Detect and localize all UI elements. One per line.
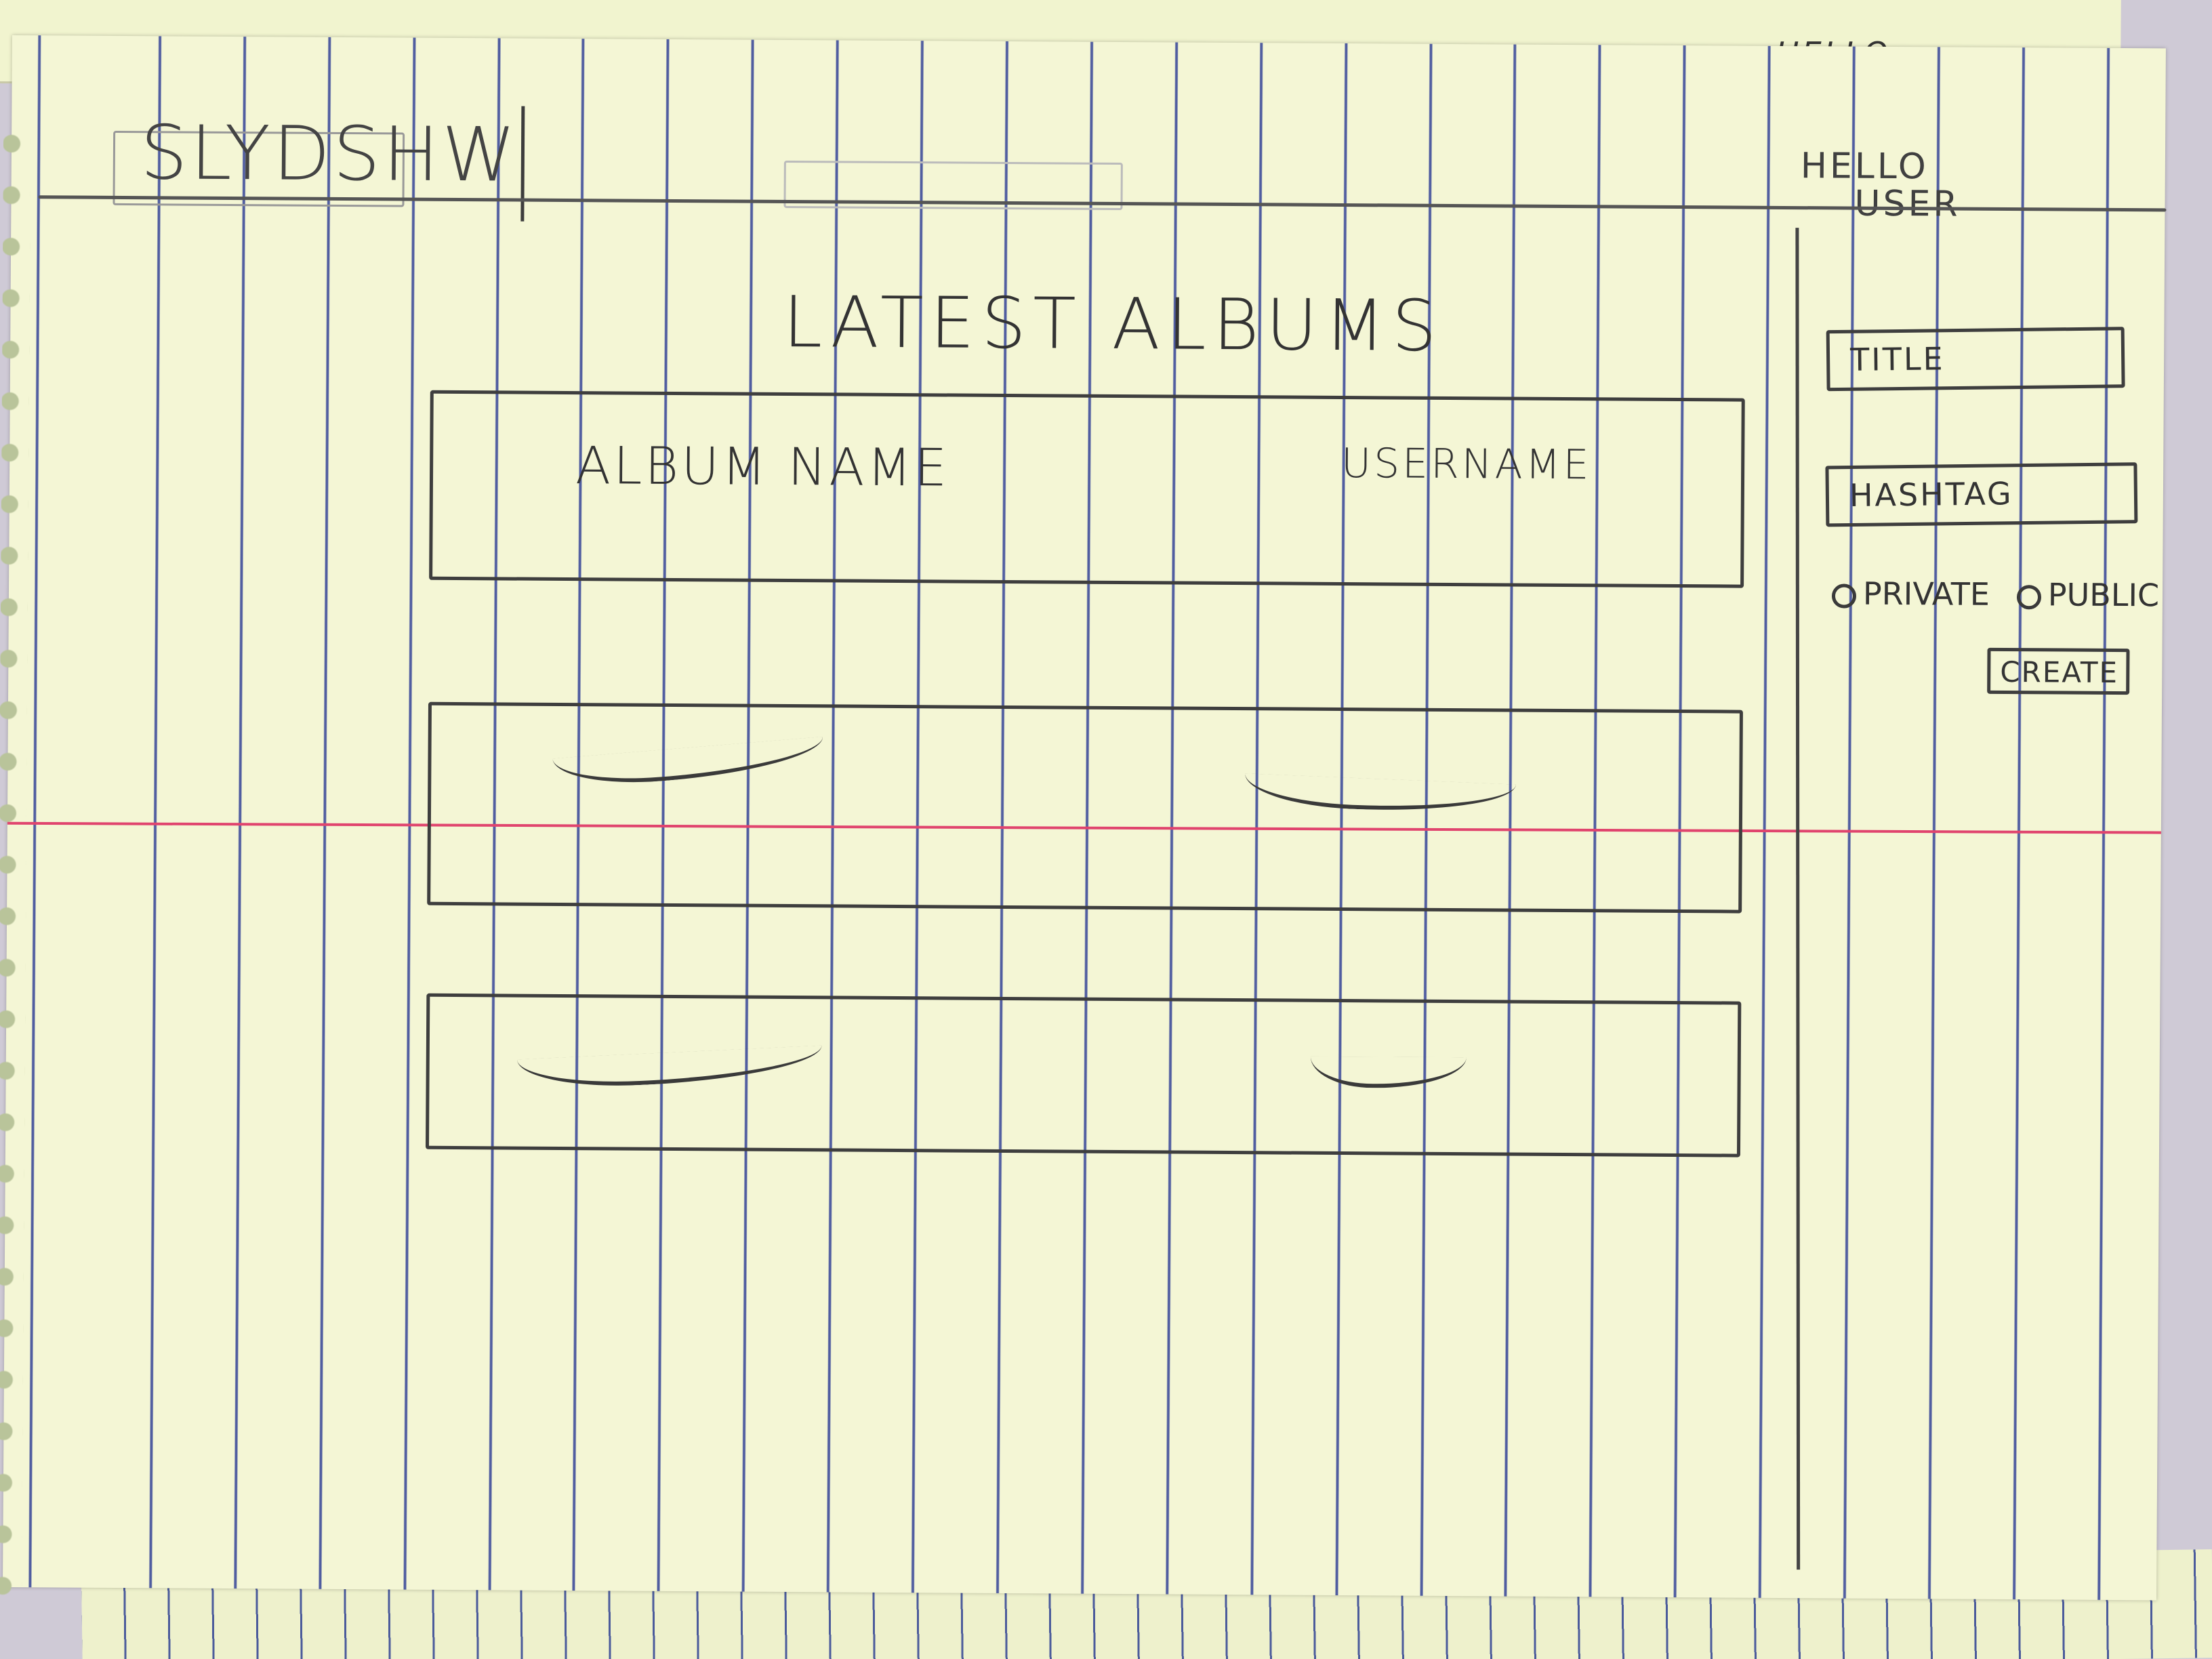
album-list-header: ALBUM NAME USERNAME [429, 390, 1745, 588]
public-radio[interactable]: PUBLIC [2016, 576, 2160, 614]
album-name-scribble [516, 1045, 823, 1091]
radio-circle-icon [1831, 583, 1857, 609]
hashtag-field-placeholder: HASHTAG [1849, 475, 2013, 514]
username-scribble [1244, 773, 1516, 816]
private-label: PRIVATE [1862, 575, 1990, 613]
hashtag-field[interactable]: HASHTAG [1825, 462, 2138, 527]
user-greeting[interactable]: HELLO USER [1800, 146, 1961, 225]
app-logo[interactable]: SLYDSHW [140, 109, 519, 199]
visibility-radio-group: PRIVATE PUBLIC [1831, 575, 2160, 614]
create-button-label: CREATE [2000, 655, 2119, 690]
username-scribble [1310, 1056, 1467, 1089]
greeting-user: USER [1854, 183, 1961, 225]
private-radio[interactable]: PRIVATE [1831, 575, 1990, 613]
radio-circle-icon [2016, 584, 2041, 609]
album-row[interactable] [425, 993, 1742, 1158]
public-label: PUBLIC [2047, 576, 2160, 614]
title-field[interactable]: TITLE [1826, 327, 2125, 392]
page-title: LATEST ALBUMS [783, 280, 1444, 367]
greeting-hello: HELLO [1800, 146, 1929, 188]
spiral-binding [0, 129, 31, 1622]
title-field-placeholder: TITLE [1849, 340, 1945, 378]
album-name-scribble [552, 736, 825, 790]
album-name-column-label: ALBUM NAME [575, 435, 950, 498]
album-row[interactable] [427, 701, 1743, 914]
sidebar-divider [1795, 228, 1801, 1570]
username-column-label: USERNAME [1340, 439, 1592, 489]
wireframe-sheet: SLYDSHW HELLO USER LATEST ALBUMS ALBUM N… [0, 35, 2167, 1622]
header-divider [520, 106, 525, 222]
create-button[interactable]: CREATE [1987, 647, 2130, 695]
